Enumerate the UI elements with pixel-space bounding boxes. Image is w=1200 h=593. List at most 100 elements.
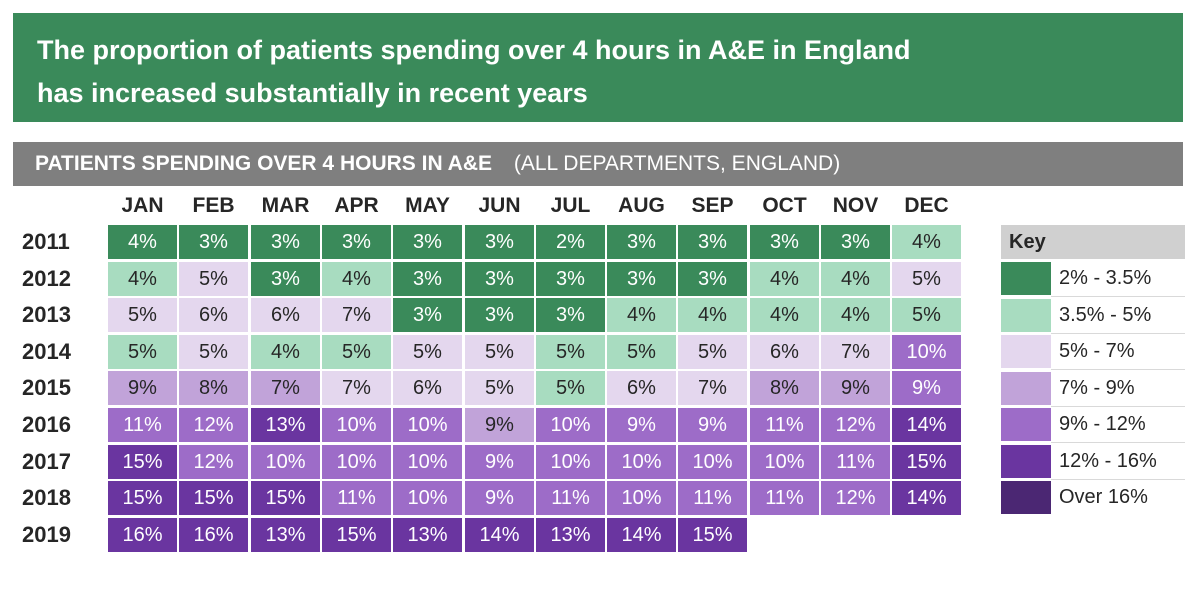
heatmap-cell-2016-feb: 12%	[179, 408, 248, 442]
heatmap-cell-2011-may: 3%	[393, 225, 462, 259]
title-line-1: The proportion of patients spending over…	[37, 35, 911, 65]
legend-label-2: 3.5% - 5%	[1059, 304, 1152, 326]
month-label-oct: OCT	[762, 194, 807, 217]
heatmap-cell-2015-dec: 9%	[892, 371, 961, 405]
legend-swatch-6	[1001, 445, 1051, 478]
year-label-2015: 2015	[22, 375, 71, 400]
title-banner: The proportion of patients spending over…	[13, 13, 1183, 122]
heatmap-cell-2011-mar: 3%	[251, 225, 320, 259]
heatmap-cell-2018-nov: 12%	[821, 481, 890, 515]
heatmap-cell-2012-mar: 3%	[251, 262, 320, 296]
heatmap-cell-2017-aug: 10%	[607, 445, 676, 479]
heatmap-cell-2012-feb: 5%	[179, 262, 248, 296]
legend-label-1: 2% - 3.5%	[1059, 267, 1152, 289]
heatmap-cell-2018-dec: 14%	[892, 481, 961, 515]
heatmap-cell-2013-sep: 4%	[678, 298, 747, 332]
heatmap-cell-2011-apr: 3%	[322, 225, 391, 259]
month-label-jul: JUL	[550, 194, 591, 217]
legend-divider	[1051, 369, 1185, 370]
heatmap-cell-2018-jan: 15%	[108, 481, 177, 515]
heatmap-cell-2015-apr: 7%	[322, 371, 391, 405]
heatmap-cell-2012-jan: 4%	[108, 262, 177, 296]
year-label-2011: 2011	[22, 229, 70, 254]
heatmap-cell-2013-feb: 6%	[179, 298, 248, 332]
legend-divider	[1051, 442, 1185, 443]
heatmap-cell-2014-oct: 6%	[750, 335, 819, 369]
heatmap-cell-2018-sep: 11%	[678, 481, 747, 515]
month-label-jan: JAN	[121, 194, 164, 217]
heatmap-cell-2012-may: 3%	[393, 262, 462, 296]
legend-divider	[1051, 479, 1185, 480]
heatmap-cell-2015-jan: 9%	[108, 371, 177, 405]
heatmap-cell-2016-oct: 11%	[750, 408, 819, 442]
heatmap-cell-2017-apr: 10%	[322, 445, 391, 479]
heatmap-cell-2014-apr: 5%	[322, 335, 391, 369]
legend-label-6: 12% - 16%	[1059, 450, 1157, 472]
legend-label-5: 9% - 12%	[1059, 413, 1146, 435]
heatmap-cell-2016-jul: 10%	[536, 408, 605, 442]
heatmap-cell-2011-sep: 3%	[678, 225, 747, 259]
heatmap-cell-2014-jul: 5%	[536, 335, 605, 369]
heatmap-cell-2013-dec: 5%	[892, 298, 961, 332]
heatmap-cell-2018-oct: 11%	[750, 481, 819, 515]
heatmap-cell-2017-jul: 10%	[536, 445, 605, 479]
heatmap-cell-2018-may: 10%	[393, 481, 462, 515]
legend-divider	[1051, 296, 1185, 297]
heatmap-cell-2015-oct: 8%	[750, 371, 819, 405]
legend-swatch-4	[1001, 372, 1051, 405]
legend-swatch-2	[1001, 299, 1051, 332]
heatmap-cell-2013-jun: 3%	[465, 298, 534, 332]
heatmap-cell-2015-nov: 9%	[821, 371, 890, 405]
heatmap-cell-2015-aug: 6%	[607, 371, 676, 405]
heatmap-cell-2016-may: 10%	[393, 408, 462, 442]
heatmap-cell-2017-dec: 15%	[892, 445, 961, 479]
chart-title: PATIENTS SPENDING OVER 4 HOURS IN A&E	[35, 152, 493, 175]
heatmap-cell-2019-sep: 15%	[678, 518, 747, 552]
heatmap-cell-2013-mar: 6%	[251, 298, 320, 332]
heatmap-cell-2011-feb: 3%	[179, 225, 248, 259]
heatmap-cell-2017-feb: 12%	[179, 445, 248, 479]
heatmap-cell-2019-jan: 16%	[108, 518, 177, 552]
heatmap-cell-2016-nov: 12%	[821, 408, 890, 442]
legend-label-4: 7% - 9%	[1059, 377, 1135, 399]
month-label-jun: JUN	[478, 194, 521, 217]
heatmap-cell-2017-mar: 10%	[251, 445, 320, 479]
heatmap-cell-2017-may: 10%	[393, 445, 462, 479]
heatmap-cell-2013-oct: 4%	[750, 298, 819, 332]
heatmap-cell-2014-nov: 7%	[821, 335, 890, 369]
heatmap-cell-2018-mar: 15%	[251, 481, 320, 515]
legend-divider	[1051, 406, 1185, 407]
year-label-2012: 2012	[22, 266, 71, 291]
month-label-nov: NOV	[832, 194, 879, 217]
year-label-2019: 2019	[22, 522, 71, 547]
year-label-2013: 2013	[22, 302, 71, 327]
heatmap-cell-2019-jul: 13%	[536, 518, 605, 552]
heatmap-cell-2017-nov: 11%	[821, 445, 890, 479]
heatmap-cell-2018-jul: 11%	[536, 481, 605, 515]
month-label-apr: APR	[334, 194, 379, 217]
heatmap-cell-2016-jun: 9%	[465, 408, 534, 442]
heatmap-cell-2014-may: 5%	[393, 335, 462, 369]
heatmap-cell-2016-dec: 14%	[892, 408, 961, 442]
heatmap-cell-2018-apr: 11%	[322, 481, 391, 515]
month-label-feb: FEB	[192, 194, 235, 217]
heatmap-cell-2016-sep: 9%	[678, 408, 747, 442]
title-line-2: has increased substantially in recent ye…	[37, 78, 588, 108]
heatmap-cell-2011-oct: 3%	[750, 225, 819, 259]
heatmap-cell-2019-feb: 16%	[179, 518, 248, 552]
heatmap-cell-2015-mar: 7%	[251, 371, 320, 405]
heatmap-cell-2016-mar: 13%	[251, 408, 320, 442]
legend-divider	[1051, 333, 1185, 334]
heatmap-cell-2014-mar: 4%	[251, 335, 320, 369]
heatmap-cell-2014-jun: 5%	[465, 335, 534, 369]
heatmap-cell-2012-nov: 4%	[821, 262, 890, 296]
heatmap-cell-2014-jan: 5%	[108, 335, 177, 369]
heatmap-cell-2013-jan: 5%	[108, 298, 177, 332]
heatmap-cell-2018-aug: 10%	[607, 481, 676, 515]
legend-label-7: Over 16%	[1059, 486, 1148, 508]
heatmap-cell-2011-nov: 3%	[821, 225, 890, 259]
year-label-2017: 2017	[22, 449, 71, 474]
heatmap-cell-2016-jan: 11%	[108, 408, 177, 442]
heatmap-cell-2013-nov: 4%	[821, 298, 890, 332]
heatmap-cell-2013-may: 3%	[393, 298, 462, 332]
